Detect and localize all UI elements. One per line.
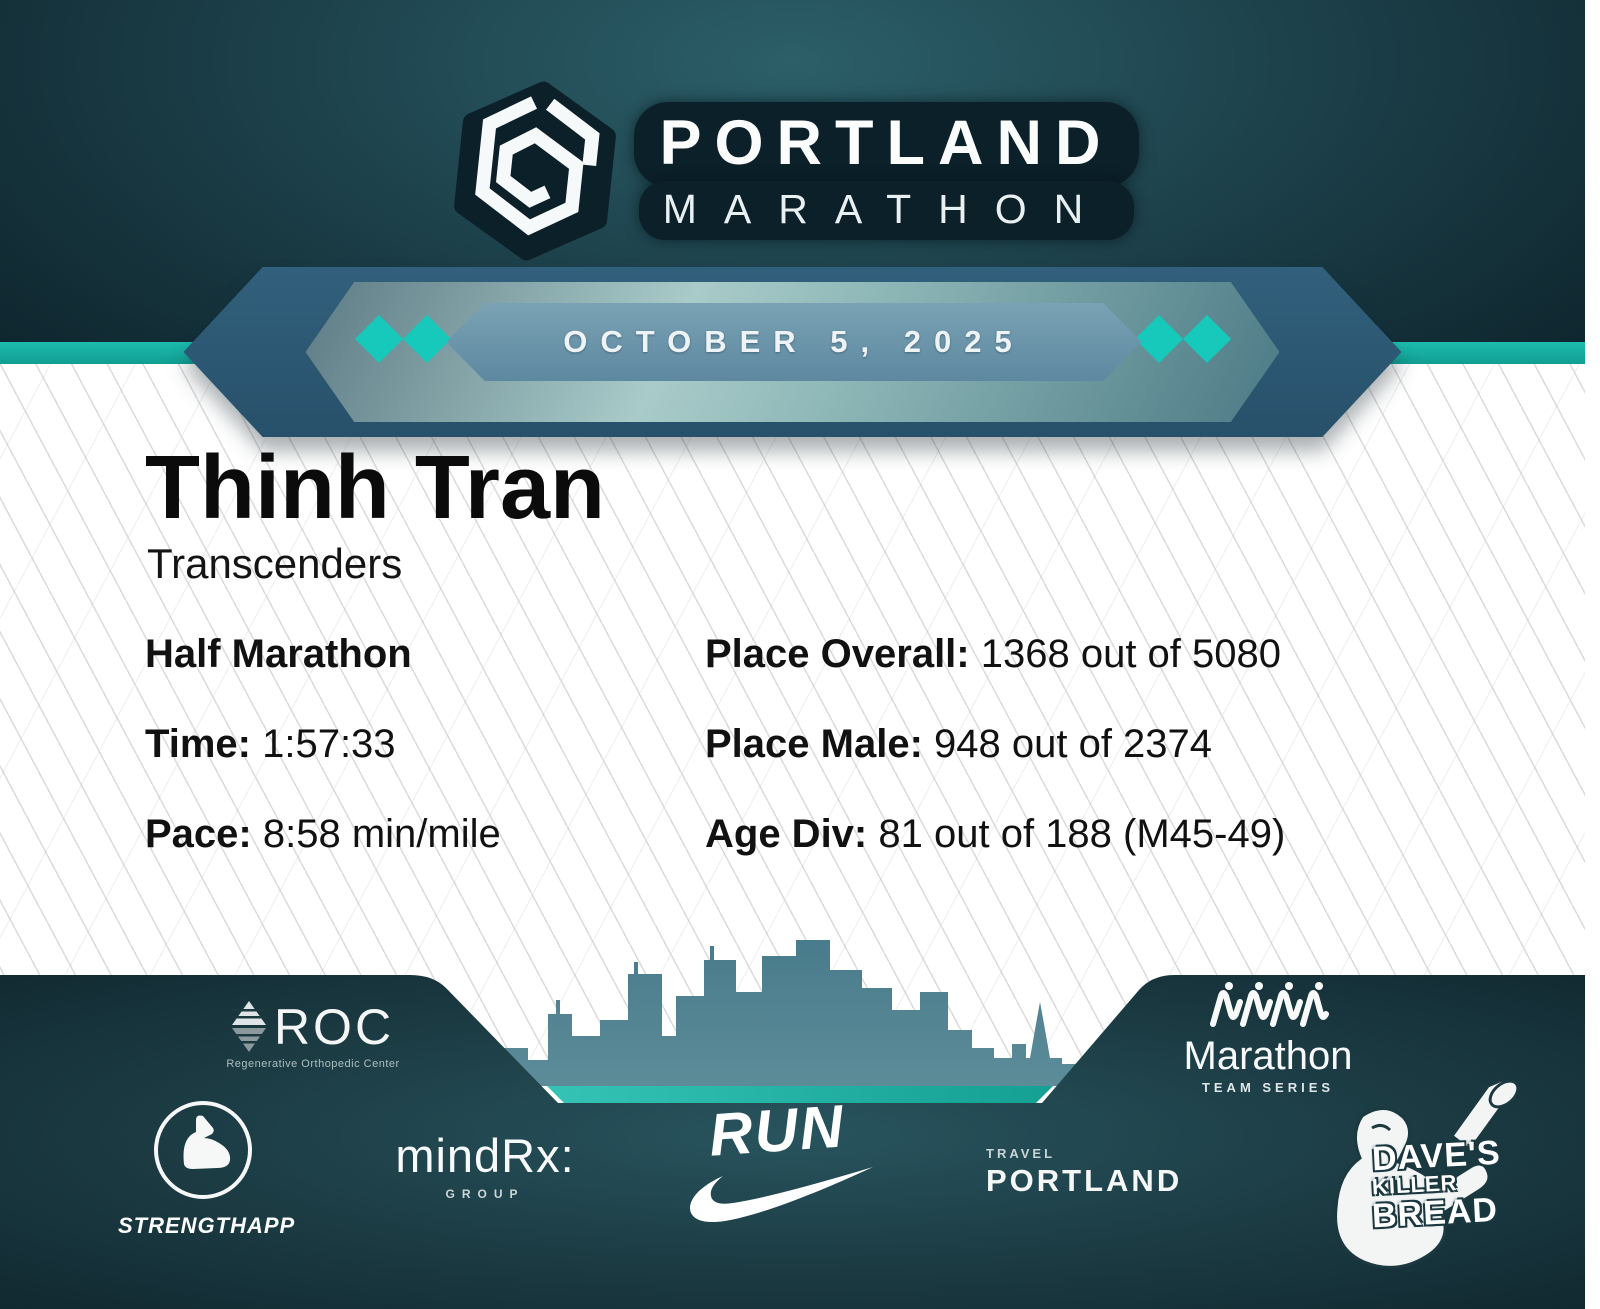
bicep-icon [154, 1101, 252, 1199]
skyline-teal-band [547, 1086, 1053, 1103]
sponsor-nike-run: RUN [672, 1092, 882, 1240]
sponsor-travel-portland: TRAVEL PORTLAND [968, 1146, 1206, 1199]
age-division-stat: Age Div: 81 out of 188 (M45-49) [705, 812, 1286, 856]
logo-title: PORTLAND [633, 102, 1140, 187]
event-date: OCTOBER 5, 2025 [563, 324, 1025, 359]
portland-skyline-icon [500, 940, 1085, 1086]
sponsor-mindrx: mindRx: GROUP [380, 1128, 590, 1201]
travel-portland-top: TRAVEL [986, 1146, 1056, 1161]
date-banner: OCTOBER 5, 2025 [183, 267, 1402, 437]
sponsor-marathon-team-series: Marathon TEAM SERIES [1158, 982, 1378, 1095]
runner-name: Thinh Tran [145, 438, 605, 538]
daves-killer-bread-icon [1334, 1078, 1520, 1269]
strengthapp-wordmark: STRENGTHAPP [118, 1213, 296, 1238]
place-overall-stat: Place Overall: 1368 out of 5080 [705, 632, 1282, 676]
logo-wordmark: PORTLAND MARATHON [633, 102, 1140, 240]
running-figures-icon [1210, 982, 1329, 1027]
nike-swoosh-icon [690, 1167, 873, 1222]
nike-run-wordmark: RUN [706, 1092, 848, 1169]
portland-marathon-logo: PORTLAND MARATHON [446, 78, 1140, 264]
pace-stat: Pace: 8:58 min/mile [145, 812, 501, 856]
mindrx-sub: GROUP [445, 1187, 525, 1201]
footer-graphic [0, 940, 1585, 1309]
marathon-team-series-wordmark: Marathon [1183, 1034, 1353, 1078]
runner-team: Transcenders [147, 540, 403, 587]
roc-tagline: Regenerative Orthopedic Center [226, 1058, 400, 1070]
daves-killer-bread-wordmark: DAVE'S KILLER BREAD [1371, 1133, 1502, 1236]
date-banner-plate: OCTOBER 5, 2025 [446, 303, 1142, 381]
roc-wordmark: ROC [273, 999, 395, 1055]
logo-subtitle: MARATHON [638, 181, 1135, 240]
roc-diamond-icon [231, 1001, 266, 1052]
sponsor-daves-killer-bread: DAVE'S KILLER BREAD [1302, 1078, 1562, 1298]
travel-portland-wordmark: PORTLAND [986, 1163, 1183, 1198]
sponsor-roc: ROC Regenerative Orthopedic Center [208, 998, 418, 1070]
marathon-team-series-sub: TEAM SERIES [1201, 1080, 1335, 1095]
mindrx-wordmark: mindRx: [395, 1129, 575, 1182]
time-stat: Time: 1:57:33 [145, 722, 396, 766]
sponsor-strengthapp: STRENGTHAPP [118, 1098, 296, 1239]
place-male-stat: Place Male: 948 out of 2374 [705, 722, 1213, 766]
event-name: Half Marathon [145, 632, 412, 676]
footer-dark-shape [0, 975, 1585, 1309]
portland-marathon-hexagon-icon [453, 81, 616, 261]
